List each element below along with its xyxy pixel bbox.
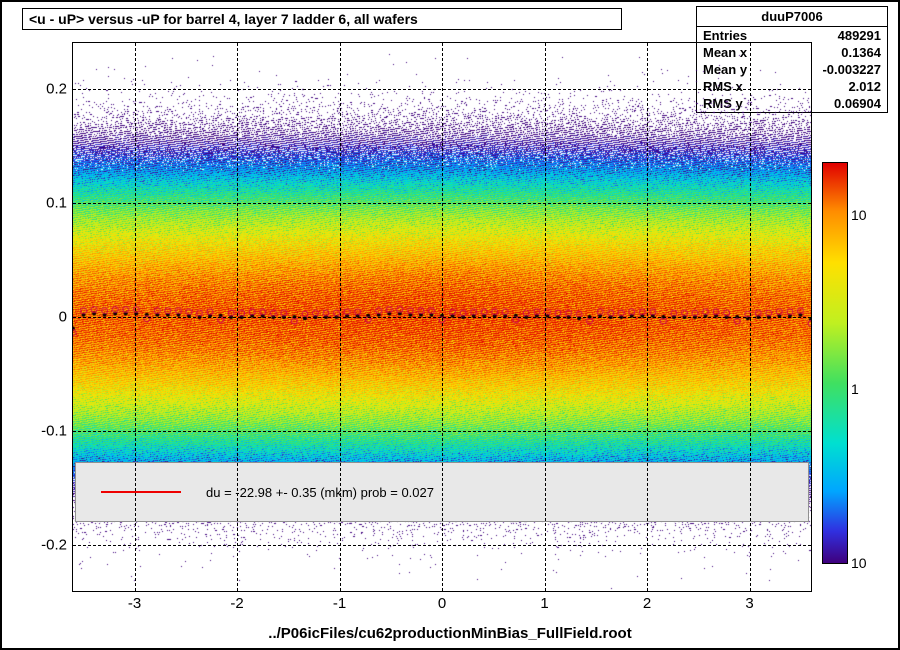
stats-header: duuP7006 xyxy=(697,7,887,27)
colorbar: 10110 xyxy=(822,162,848,564)
y-tick-label: 0 xyxy=(59,309,67,326)
gridline-v xyxy=(237,43,238,591)
footer-filepath: ../P06icFiles/cu62productionMinBias_Full… xyxy=(2,625,898,642)
y-tick-label: 0.1 xyxy=(46,194,67,211)
heatmap-plot: du = -22.98 +- 0.35 (mkm) prob = 0.027 -… xyxy=(72,42,812,592)
x-tick-label: 1 xyxy=(540,595,548,612)
gridline-v xyxy=(750,43,751,591)
colorbar-tick: 10 xyxy=(851,207,867,223)
colorbar-tick: 1 xyxy=(851,381,859,397)
x-tick-label: -1 xyxy=(333,595,346,612)
gridline-v xyxy=(135,43,136,591)
y-tick-label: -0.2 xyxy=(41,537,67,554)
x-tick-label: 2 xyxy=(643,595,651,612)
fit-line-swatch xyxy=(101,491,181,493)
x-tick-label: -3 xyxy=(128,595,141,612)
y-tick-label: 0.2 xyxy=(46,80,67,97)
plot-title: <u - uP> versus -uP for barrel 4, layer … xyxy=(22,8,622,30)
gridline-v xyxy=(545,43,546,591)
plot-frame: <u - uP> versus -uP for barrel 4, layer … xyxy=(0,0,900,650)
y-tick-label: -0.1 xyxy=(41,423,67,440)
fit-text: du = -22.98 +- 0.35 (mkm) prob = 0.027 xyxy=(206,485,434,500)
x-tick-label: 0 xyxy=(438,595,446,612)
x-tick-label: 3 xyxy=(745,595,753,612)
gridline-v xyxy=(647,43,648,591)
gridline-v xyxy=(442,43,443,591)
gridline-v xyxy=(340,43,341,591)
x-tick-label: -2 xyxy=(230,595,243,612)
colorbar-tick: 10 xyxy=(851,555,867,571)
